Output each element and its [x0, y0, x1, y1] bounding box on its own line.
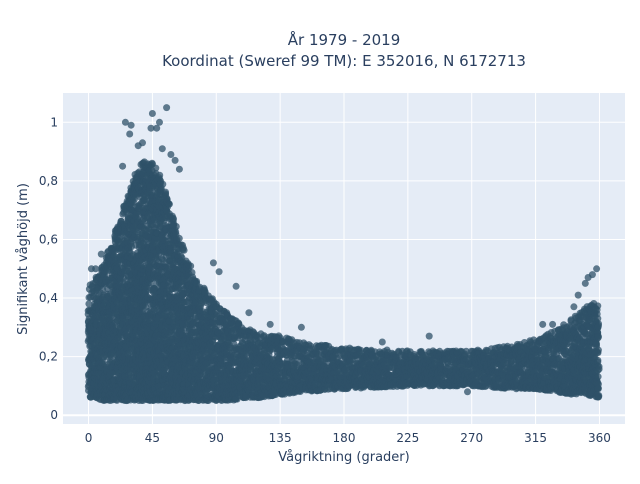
- data-point: [162, 189, 169, 196]
- data-point: [170, 215, 177, 222]
- data-point: [159, 181, 166, 188]
- data-point: [176, 235, 183, 242]
- data-point: [181, 247, 188, 254]
- data-point: [173, 223, 180, 230]
- data-point: [152, 165, 159, 172]
- data-point: [187, 263, 194, 270]
- data-point: [166, 201, 173, 208]
